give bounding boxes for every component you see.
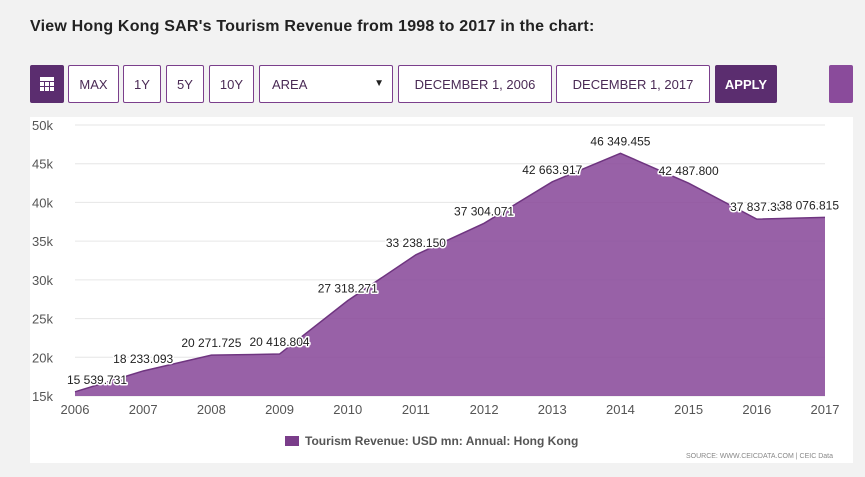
x-tick-label: 2016 <box>742 402 771 417</box>
y-tick-label: 50k <box>32 118 53 133</box>
x-tick-label: 2015 <box>674 402 703 417</box>
y-tick-label: 25k <box>32 312 53 327</box>
chart-type-select[interactable]: AREA ▼ <box>259 65 393 103</box>
apply-button[interactable]: APPLY <box>715 65 777 103</box>
x-tick-label: 2008 <box>197 402 226 417</box>
data-label: 20 418.804 <box>250 335 310 349</box>
data-label: 20 271.725 <box>181 336 241 350</box>
chart-panel: 15k 20k 25k 30k 35k 40k 45k 50k 2006 2007 2008 2009… <box>30 117 853 463</box>
chevron-down-icon: ▼ <box>374 78 384 89</box>
data-label: 33 238.150 <box>386 236 446 250</box>
range-10y-button[interactable]: 10Y <box>209 65 254 103</box>
chart-legend[interactable]: Tourism Revenue: USD mn: Annual: Hong Ko… <box>285 434 578 448</box>
range-max-button[interactable]: MAX <box>68 65 119 103</box>
legend-swatch <box>285 436 299 446</box>
y-tick-label: 45k <box>32 157 53 172</box>
end-date-input[interactable]: DECEMBER 1, 2017 <box>556 65 710 103</box>
legend-label: Tourism Revenue: USD mn: Annual: Hong Ko… <box>305 434 579 448</box>
data-label: 18 233.093 <box>113 352 173 366</box>
chart-type-value: AREA <box>272 76 308 92</box>
y-tick-label: 40k <box>32 195 53 210</box>
area-series <box>75 153 825 396</box>
x-tick-label: 2006 <box>61 402 90 417</box>
data-label: 37 837.38 <box>730 200 784 214</box>
calendar-button[interactable] <box>30 65 64 103</box>
page-title: View Hong Kong SAR's Tourism Revenue fro… <box>30 18 595 35</box>
range-1y-button[interactable]: 1Y <box>123 65 161 103</box>
calendar-icon <box>40 77 54 91</box>
y-tick-label: 30k <box>32 273 53 288</box>
data-label: 27 318.271 <box>318 282 378 296</box>
start-date-input[interactable]: DECEMBER 1, 2006 <box>398 65 552 103</box>
x-tick-label: 2012 <box>470 402 499 417</box>
y-tick-label: 35k <box>32 234 53 249</box>
x-tick-label: 2010 <box>333 402 362 417</box>
data-label: 42 663.917 <box>522 163 582 177</box>
x-tick-label: 2013 <box>538 402 567 417</box>
x-tick-label: 2011 <box>402 402 430 417</box>
data-label: 38 076.815 <box>779 198 839 212</box>
data-label: 46 349.455 <box>590 134 650 148</box>
y-tick-label: 20k <box>32 350 53 365</box>
x-tick-label: 2014 <box>606 402 635 417</box>
area-chart: 15k 20k 25k 30k 35k 40k 45k 50k 2006 2007 2008 2009… <box>32 118 841 417</box>
area-series-line <box>74 152 826 393</box>
y-tick-label: 15k <box>32 389 53 404</box>
x-tick-label: 2007 <box>129 402 158 417</box>
range-5y-button[interactable]: 5Y <box>166 65 204 103</box>
x-tick-label: 2017 <box>811 402 840 417</box>
x-tick-label: 2009 <box>265 402 294 417</box>
source-note: SOURCE: WWW.CEICDATA.COM | CEIC Data <box>685 453 833 460</box>
data-label: 15 539.731 <box>67 373 127 387</box>
data-label: 42 487.800 <box>659 164 719 178</box>
data-label: 37 304.071 <box>454 204 514 218</box>
options-button[interactable] <box>829 65 853 103</box>
